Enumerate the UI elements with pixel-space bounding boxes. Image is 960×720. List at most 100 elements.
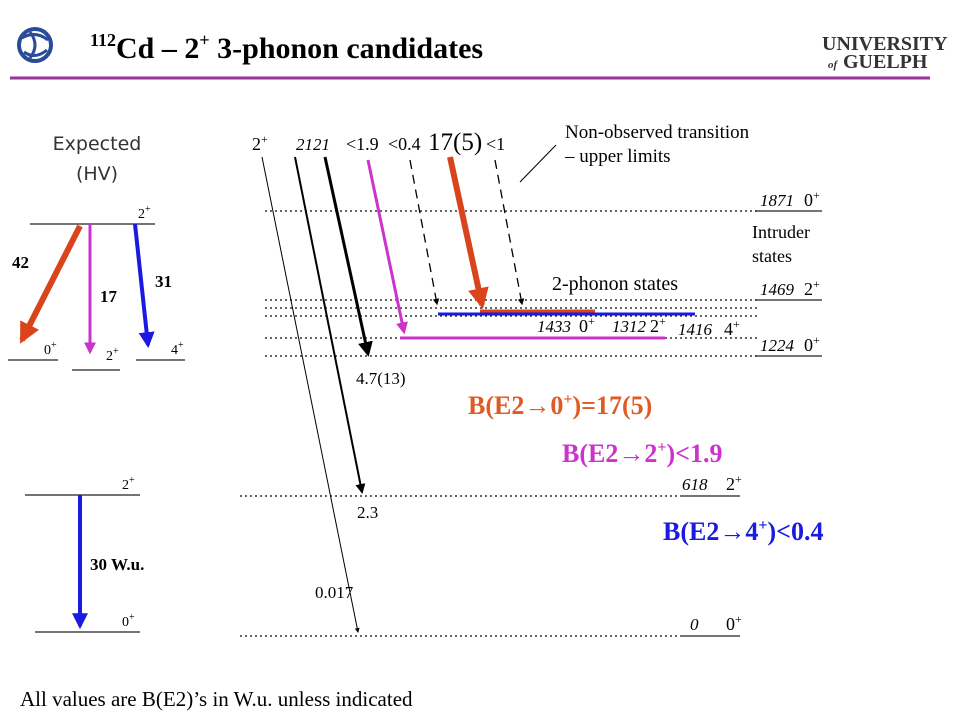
spin: 4 [724, 319, 733, 339]
result-parity: + [758, 517, 767, 534]
spin: 2 [122, 478, 129, 493]
spin-label: 2+ [106, 346, 119, 364]
result-suffix: )<1.9 [666, 439, 722, 468]
limit-label: <1 [486, 134, 505, 154]
group-label: 2-phonon states [552, 273, 678, 295]
result-arrow: → [524, 391, 550, 420]
title: 112Cd – 2+ 3-phonon candidates [90, 30, 483, 65]
note: – upper limits [564, 146, 671, 167]
note: Non-observed transition [565, 122, 750, 143]
result-suffix: )=17(5) [572, 391, 652, 420]
spin-label: 2+ [804, 277, 820, 299]
parity: + [735, 472, 742, 486]
spin: 4 [171, 343, 178, 358]
energy-label: 1312 [612, 317, 647, 336]
energy-label: 1469 [760, 280, 795, 299]
parity: + [261, 132, 268, 146]
energy-label: 2121 [296, 135, 330, 154]
parity: + [813, 277, 820, 291]
energy-label: 0 [690, 615, 699, 634]
result-suffix: )<0.4 [767, 517, 823, 546]
result-spin: 4 [745, 517, 758, 546]
result-spin: 2 [644, 439, 657, 468]
note-pointer [519, 144, 557, 183]
spin: 2 [138, 207, 145, 222]
spin: 2 [106, 349, 113, 364]
energy-label: 1416 [678, 320, 713, 339]
limit-label: 17(5) [428, 129, 482, 156]
spin: 2 [726, 474, 735, 494]
logo-line2: GUELPH [843, 51, 928, 73]
transition-arrow [294, 156, 366, 494]
result-parity: + [657, 439, 666, 456]
spin: 0 [44, 343, 51, 358]
result-spin: 0 [550, 391, 563, 420]
spin: 2 [252, 134, 261, 154]
title-symbol: Cd – 2 [116, 32, 199, 65]
parity: + [113, 346, 119, 357]
parity: + [145, 204, 151, 215]
result: B(E2→4+)<0.4 [663, 517, 823, 546]
bE2-value: 30 W.u. [90, 555, 144, 574]
energy-label: 1224 [760, 336, 795, 355]
result-prefix: B(E2 [468, 391, 524, 420]
spin-label: 2+ [650, 314, 666, 336]
spin: 2 [650, 316, 659, 336]
expected-label: Expected [53, 133, 142, 155]
spin: 0 [122, 615, 129, 630]
spin: 2 [804, 279, 813, 299]
parity: + [659, 314, 666, 328]
energy-label: 618 [682, 475, 708, 494]
branch-value: 4.7(13) [356, 369, 406, 388]
transition-arrow [19, 224, 83, 344]
university-logo: UNIVERSITY of GUELPH [822, 33, 948, 73]
spin-label: 0+ [44, 340, 57, 358]
parity: + [51, 340, 57, 351]
parity: + [733, 317, 740, 331]
bE2-value: 42 [12, 253, 29, 272]
spin-label: 4+ [171, 340, 184, 358]
expected-model: (HV) [76, 163, 118, 185]
parity: + [735, 612, 742, 626]
result-parity: + [563, 391, 572, 408]
bE2-value: 31 [155, 272, 172, 291]
parity: + [813, 333, 820, 347]
transition-arrow [261, 156, 360, 633]
spin-label: 2+ [122, 475, 135, 493]
transition-arrow [133, 223, 155, 349]
group-label: Intruder [752, 222, 810, 242]
spin-label: 0+ [804, 333, 820, 355]
transition-arrow [494, 159, 525, 306]
footer: All values are B(E2)’s in W.u. unless in… [20, 687, 413, 711]
spin-label: 2+ [138, 204, 151, 222]
parity: + [588, 314, 595, 328]
spin: 0 [804, 335, 813, 355]
title-rest: 3-phonon candidates [210, 32, 483, 65]
bE2-value: 17 [100, 287, 118, 306]
title-parity: + [199, 30, 209, 50]
limit-label: <1.9 [346, 134, 379, 154]
result: B(E2→0+)=17(5) [468, 391, 652, 420]
parity: + [813, 188, 820, 202]
parity: + [129, 612, 135, 623]
result-prefix: B(E2 [663, 517, 719, 546]
group-label: states [752, 246, 792, 266]
logo-line1: UNIVERSITY [822, 33, 948, 55]
spin-label: 2+ [726, 472, 742, 494]
spin-label: 4+ [724, 317, 740, 339]
energy-label: 1433 [537, 317, 571, 336]
swirl-logo [17, 27, 53, 63]
transition-arrow [366, 159, 408, 335]
result-arrow: → [618, 439, 644, 468]
title-mass: 112 [90, 30, 116, 50]
spin: 0 [726, 614, 735, 634]
spin-label: 0+ [726, 612, 742, 634]
spin: 0 [804, 190, 813, 210]
result: B(E2→2+)<1.9 [562, 439, 722, 468]
logo-of: of [828, 59, 839, 71]
parity: + [129, 475, 135, 486]
spin-label: 0+ [579, 314, 595, 336]
branch-value: 2.3 [357, 503, 378, 522]
spin-label: 0+ [804, 188, 820, 210]
